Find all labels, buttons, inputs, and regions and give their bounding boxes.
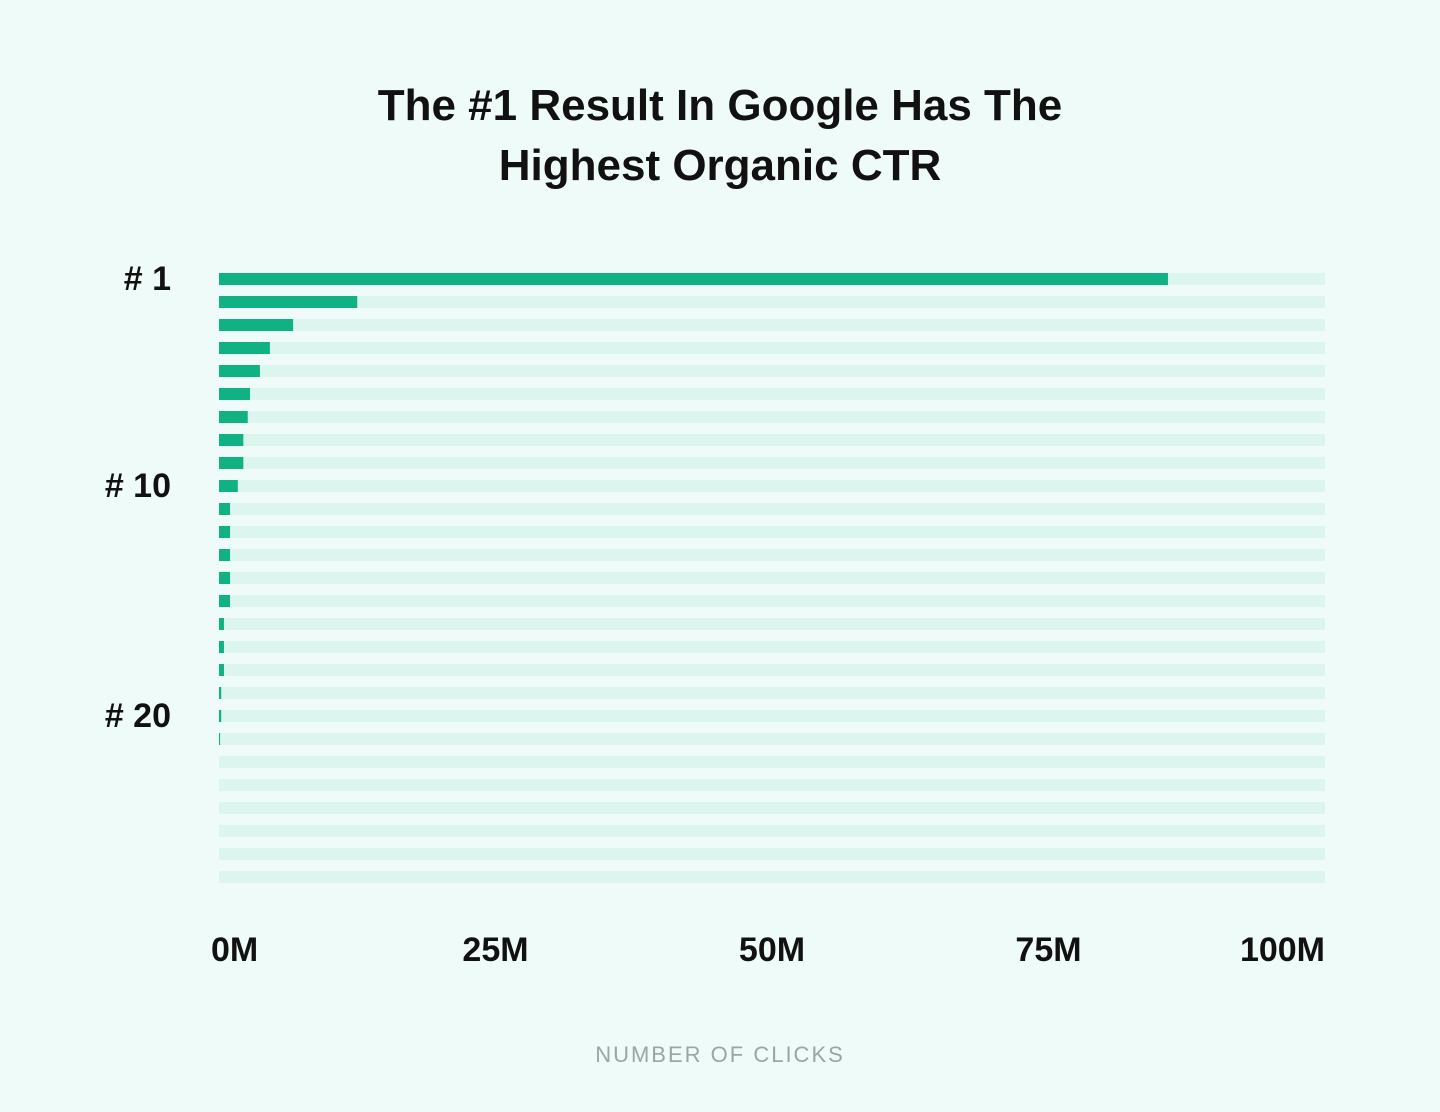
- bar: [219, 296, 358, 308]
- bar: [219, 526, 231, 538]
- bar-track: [219, 618, 1325, 630]
- bar-track: [219, 457, 1325, 469]
- bar-track: [219, 503, 1325, 515]
- bar: [219, 480, 238, 492]
- y-tick-label: # 20: [105, 697, 171, 735]
- bar: [219, 388, 250, 400]
- bar: [219, 273, 1168, 285]
- bar: [219, 618, 224, 630]
- bar-track: [219, 342, 1325, 354]
- bar-track: [219, 595, 1325, 607]
- bar: [219, 549, 231, 561]
- bar-track: [219, 434, 1325, 446]
- bar-track: [219, 733, 1325, 745]
- bar: [219, 710, 222, 722]
- bar: [219, 664, 224, 676]
- bar-track: [219, 825, 1325, 837]
- bar: [219, 595, 231, 607]
- x-tick-label: 100M: [1240, 931, 1325, 969]
- bar-track: [219, 802, 1325, 814]
- bar-track: [219, 296, 1325, 308]
- bar-track: [219, 388, 1325, 400]
- y-tick-label: # 10: [105, 467, 171, 505]
- x-tick-label: 25M: [462, 931, 528, 969]
- bar-track: [219, 526, 1325, 538]
- x-axis-title: NUMBER OF CLICKS: [595, 1042, 845, 1067]
- bar: [219, 411, 248, 423]
- bar: [219, 687, 222, 699]
- bar-track: [219, 572, 1325, 584]
- bar: [219, 434, 244, 446]
- bar: [219, 733, 221, 745]
- bar-track: [219, 710, 1325, 722]
- bar: [219, 319, 294, 331]
- y-tick-label: # 1: [124, 260, 171, 298]
- x-tick-label: 75M: [1015, 931, 1081, 969]
- bar: [219, 457, 244, 469]
- chart-title: The #1 Result In Google Has The Highest …: [377, 81, 1063, 190]
- x-tick-label: 50M: [739, 931, 805, 969]
- bar-track: [219, 871, 1325, 883]
- bar-track: [219, 687, 1325, 699]
- bar-track: [219, 641, 1325, 653]
- bar-track: [219, 480, 1325, 492]
- bar-track: [219, 319, 1325, 331]
- bar: [219, 572, 231, 584]
- bar: [219, 342, 270, 354]
- bar: [219, 503, 231, 515]
- bar-track: [219, 756, 1325, 768]
- bar-track: [219, 779, 1325, 791]
- bar-track: [219, 411, 1325, 423]
- bar: [219, 365, 260, 377]
- bar: [219, 641, 224, 653]
- bar-track: [219, 549, 1325, 561]
- bar-track: [219, 365, 1325, 377]
- bar-track: [219, 664, 1325, 676]
- bar-track: [219, 848, 1325, 860]
- x-tick-label: 0M: [211, 931, 258, 969]
